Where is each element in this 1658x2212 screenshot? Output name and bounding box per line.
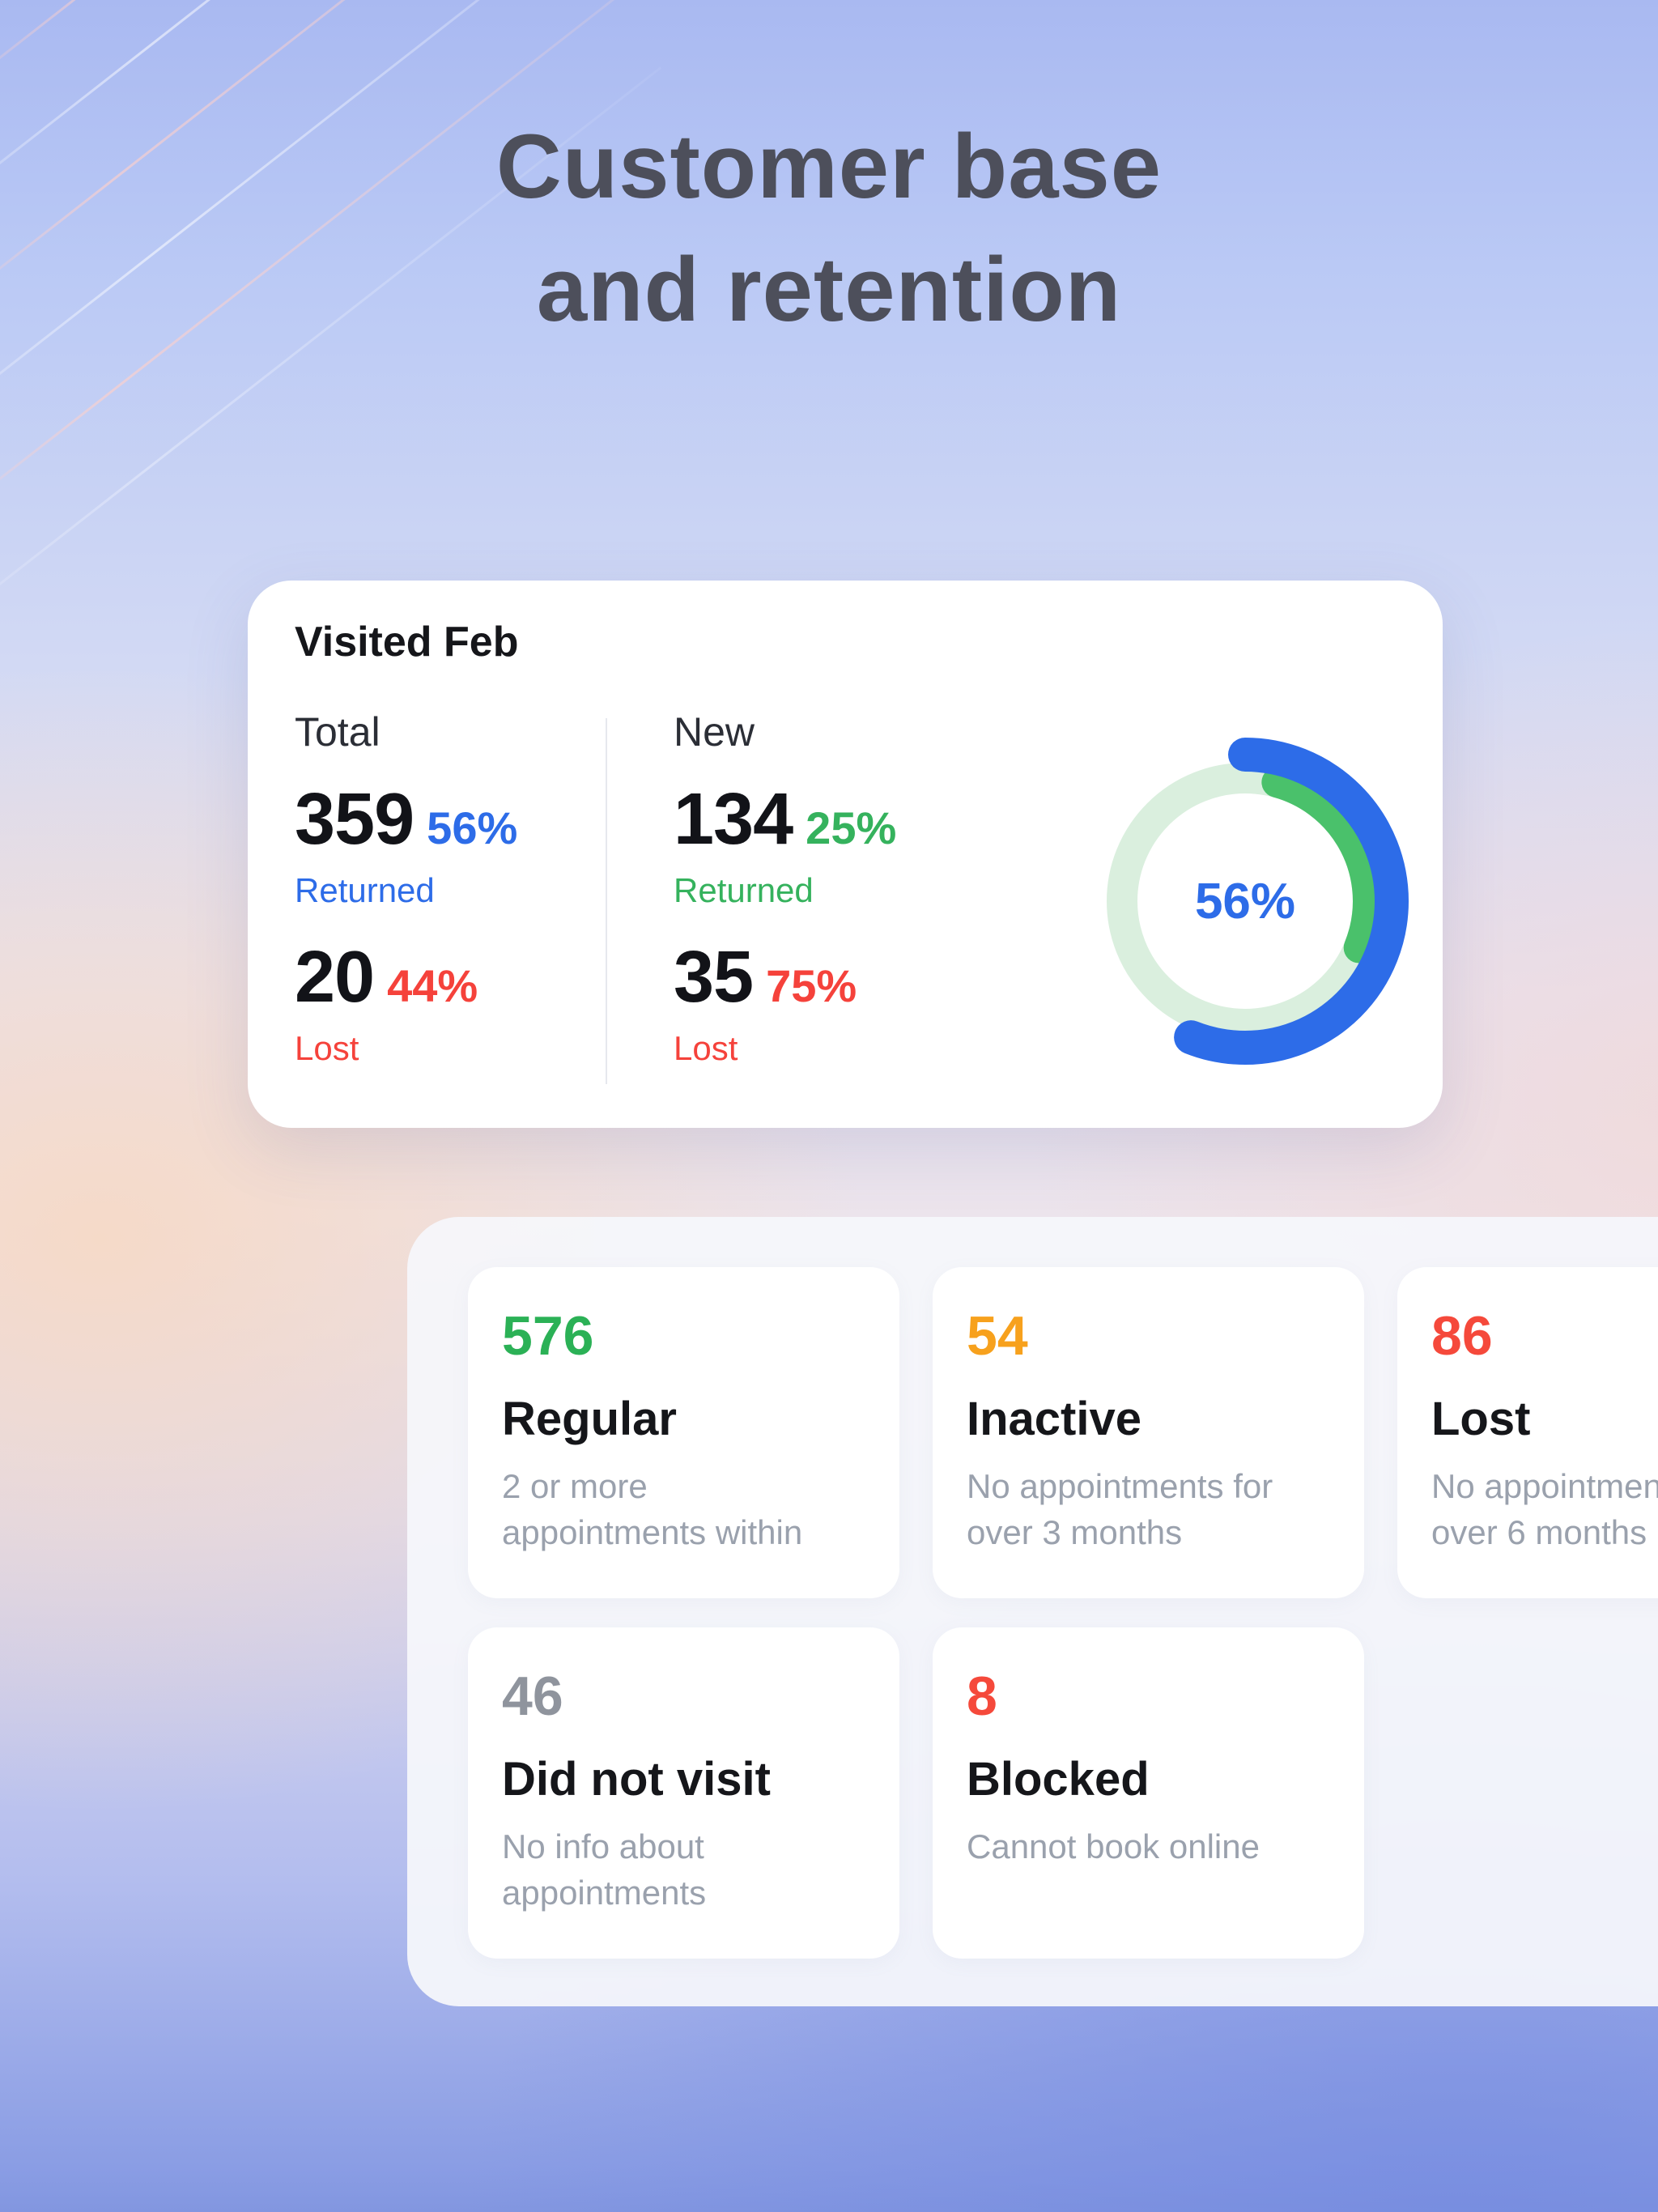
stat-value-regular: 576 [502, 1305, 594, 1367]
stat-desc-blocked: Cannot book online [967, 1827, 1260, 1865]
donut-segment-total-returned [1082, 738, 1409, 1065]
total-label: Total [295, 709, 380, 755]
new-lost-value: 35 [674, 937, 754, 1018]
new-label: New [674, 709, 755, 755]
stat-desc-did-not-visit: No info about appointments [502, 1827, 707, 1912]
stat-desc-lost: No appointments for over 6 months [1431, 1467, 1658, 1551]
stat-value-lost: 86 [1431, 1305, 1493, 1367]
stat-card-blocked[interactable]: 8 Blocked Cannot book online [933, 1627, 1364, 1959]
stat-title-did-not-visit: Did not visit [502, 1753, 771, 1806]
stat-value-did-not-visit: 46 [502, 1665, 563, 1727]
new-lost-row: 35 75% [674, 936, 997, 1019]
total-lost-label: Lost [295, 1029, 359, 1067]
stat-card-inactive[interactable]: 54 Inactive No appointments for over 3 m… [933, 1267, 1364, 1598]
decorative-line [0, 0, 662, 116]
new-returned-value: 134 [674, 779, 793, 860]
donut-segment-new-returned [1107, 763, 1384, 1040]
page-title-line1: Customer base [495, 116, 1163, 217]
total-lost-value: 20 [295, 937, 375, 1018]
total-returned-percent: 56% [427, 802, 518, 853]
total-returned-value: 359 [295, 779, 414, 860]
new-returned-percent: 25% [806, 802, 897, 853]
stats-panel: 576 Regular 2 or more appointments withi… [407, 1217, 1658, 2006]
stat-title-blocked: Blocked [967, 1753, 1150, 1806]
total-returned-label: Returned [295, 871, 435, 909]
total-returned-row: 359 56% [295, 778, 596, 861]
total-column: Total 359 56% Returned 20 44% Lost [295, 708, 596, 1094]
visited-card-title: Visited Feb [295, 619, 519, 666]
stat-value-blocked: 8 [967, 1665, 997, 1727]
stat-card-did-not-visit[interactable]: 46 Did not visit No info about appointme… [468, 1627, 899, 1959]
new-column: New 134 25% Returned 35 75% Lost [674, 708, 997, 1094]
stat-desc-regular: 2 or more appointments within [502, 1467, 803, 1551]
donut-center-label: 56% [1194, 873, 1296, 929]
column-divider [606, 718, 607, 1084]
page-title: Customer base and retention [0, 105, 1658, 352]
stat-title-inactive: Inactive [967, 1393, 1141, 1445]
new-lost-percent: 75% [766, 960, 857, 1011]
new-returned-row: 134 25% [674, 778, 997, 861]
visited-feb-card: Visited Feb Total 359 56% Returned 20 44… [248, 581, 1443, 1128]
stat-card-lost[interactable]: 86 Lost No appointments for over 6 month… [1397, 1267, 1658, 1598]
retention-donut: 56% [1075, 731, 1415, 1071]
stat-desc-inactive: No appointments for over 3 months [967, 1467, 1273, 1551]
total-lost-percent: 44% [387, 960, 478, 1011]
new-returned-label: Returned [674, 871, 814, 909]
donut-chart [1082, 738, 1409, 1065]
total-lost-row: 20 44% [295, 936, 596, 1019]
stat-card-regular[interactable]: 576 Regular 2 or more appointments withi… [468, 1267, 899, 1598]
stat-title-regular: Regular [502, 1393, 677, 1445]
new-lost-label: Lost [674, 1029, 738, 1067]
stat-value-inactive: 54 [967, 1305, 1028, 1367]
stat-title-lost: Lost [1431, 1393, 1531, 1445]
page-title-line2: and retention [536, 239, 1122, 341]
